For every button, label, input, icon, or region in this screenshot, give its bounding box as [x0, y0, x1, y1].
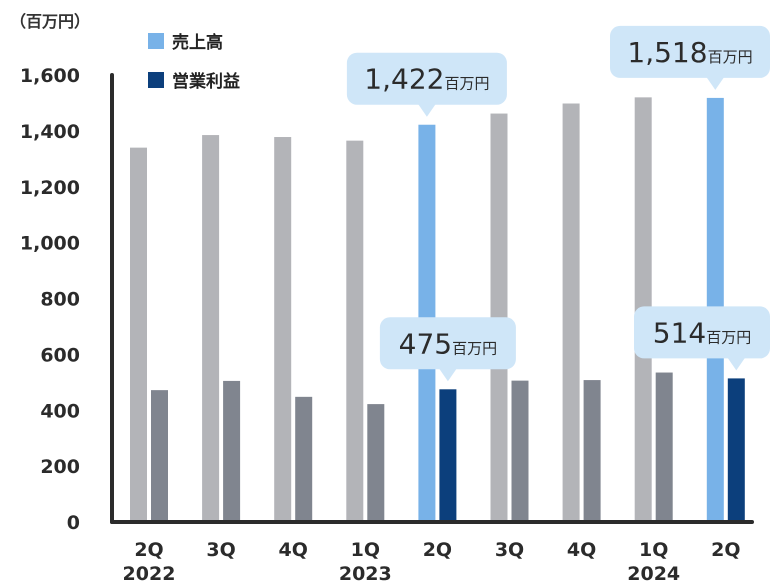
callout-pointer — [438, 368, 457, 382]
x-tick-label: 2Q — [711, 539, 740, 561]
legend-swatch-profit — [148, 72, 164, 88]
x-tick-label: 4Q — [279, 539, 308, 561]
legend-label-profit: 営業利益 — [172, 71, 240, 92]
bar-profit — [367, 404, 385, 522]
bar-sales — [346, 140, 364, 522]
callout: 475百万円 — [379, 317, 516, 382]
bar-profit — [655, 372, 673, 522]
y-tick-label: 0 — [67, 512, 80, 534]
y-tick-label: 1,200 — [20, 177, 80, 199]
x-year-label: 2023 — [339, 563, 392, 583]
y-tick-label: 1,600 — [20, 65, 80, 87]
bar-sales — [562, 103, 580, 522]
bar-profit — [223, 380, 241, 522]
x-year-label: 2024 — [627, 563, 680, 583]
x-tick-label: 2Q — [134, 539, 163, 561]
x-tick-label: 1Q — [639, 539, 668, 561]
bar-profit — [583, 380, 601, 522]
bar-profit — [511, 380, 529, 522]
callout-label: 1,518百万円 — [627, 36, 752, 69]
legend: 売上高 営業利益 — [148, 32, 240, 92]
callout-label: 1,422百万円 — [364, 63, 489, 96]
x-tick-label: 2Q — [423, 539, 452, 561]
callout-box — [379, 317, 516, 370]
x-tick-label: 4Q — [567, 539, 596, 561]
x-tick-label: 1Q — [351, 539, 380, 561]
callout-pointer — [417, 103, 436, 117]
callout-label: 475百万円 — [399, 327, 497, 360]
legend-label-sales: 売上高 — [172, 32, 223, 53]
y-tick-label: 1,400 — [20, 121, 80, 143]
bar-sales — [202, 135, 220, 523]
x-tick-label: 3Q — [495, 539, 524, 561]
bar-profit — [727, 378, 745, 522]
callout-box — [610, 25, 770, 78]
callout-box — [634, 306, 770, 359]
callout-pointer — [727, 357, 746, 371]
callout-box — [346, 52, 507, 105]
callout-label: 514百万円 — [653, 316, 751, 349]
y-tick-label: 1,000 — [20, 233, 80, 255]
callout: 1,518百万円 — [610, 25, 770, 90]
bar-profit — [151, 390, 168, 522]
bar-sales — [274, 137, 292, 523]
callouts: 1,422百万円 1,518百万円 475百万円 514百万円 — [346, 25, 770, 382]
callout-pointer — [706, 76, 725, 90]
y-tick-label: 200 — [40, 456, 80, 478]
legend-swatch-sales — [148, 33, 164, 49]
y-tick-label: 800 — [40, 289, 80, 311]
bar-profit — [295, 396, 313, 522]
x-year-label: 2022 — [123, 563, 176, 583]
y-tick-label: 600 — [40, 344, 80, 366]
y-axis-ticks: 0 200 400 600 800 1,000 1,200 1,400 1,600 — [20, 65, 80, 534]
y-unit-label: （百万円） — [10, 12, 90, 31]
x-tick-label: 3Q — [206, 539, 235, 561]
callout: 514百万円 — [634, 306, 770, 371]
bar-sales — [130, 147, 147, 522]
callout: 1,422百万円 — [346, 52, 507, 117]
bar-profit — [439, 389, 457, 522]
y-tick-label: 400 — [40, 400, 80, 422]
